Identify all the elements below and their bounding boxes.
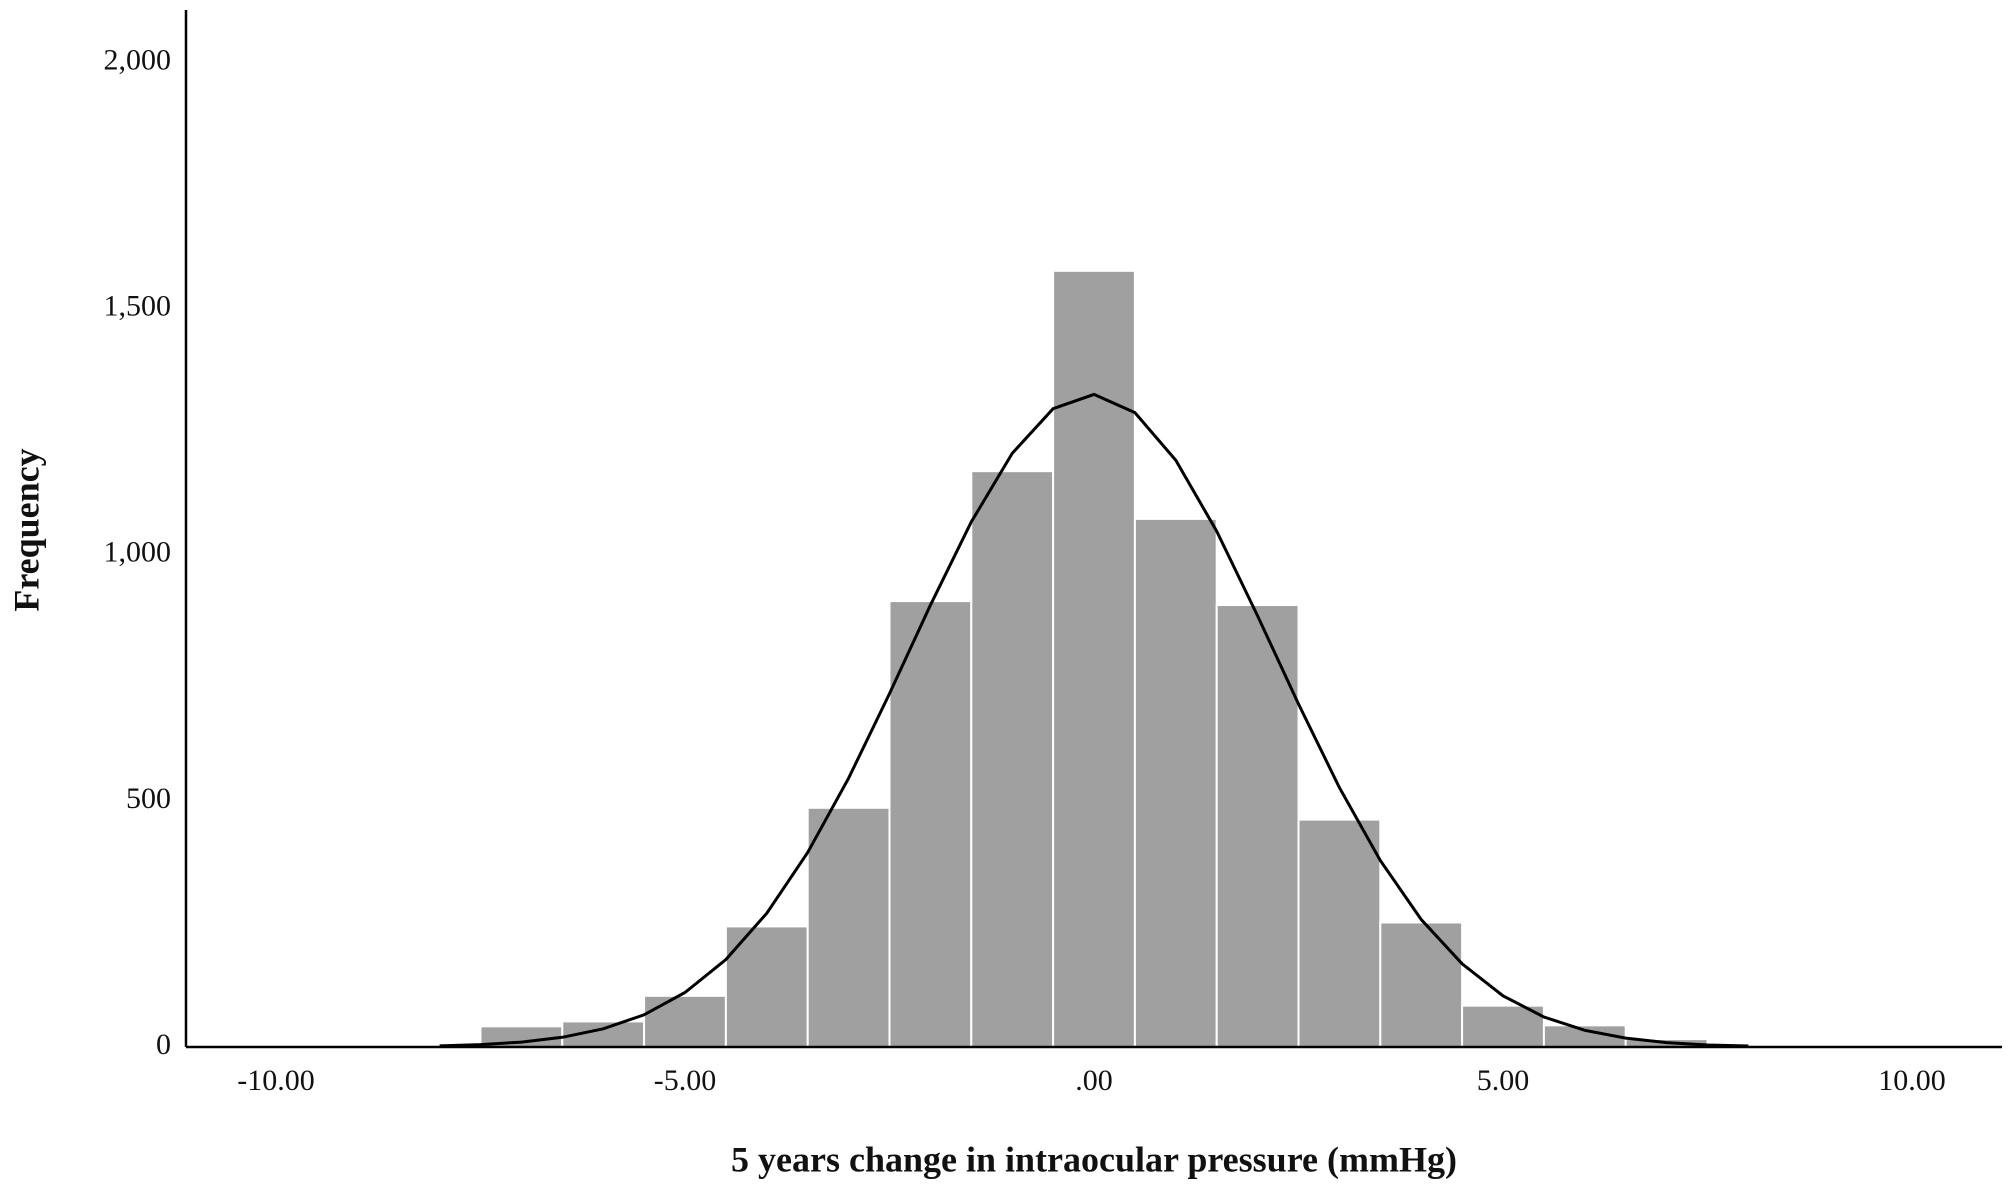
bar	[806, 806, 891, 1049]
bar	[888, 600, 973, 1048]
y-tick-label: 1,500	[104, 290, 172, 323]
x-tick-label: -10.00	[237, 1064, 315, 1097]
bar	[1133, 517, 1218, 1048]
bar	[970, 470, 1055, 1049]
normal-curve	[439, 392, 1749, 1048]
y-tick-label: 0	[156, 1028, 171, 1061]
x-axis-title: 5 years change in intraocular pressure (…	[731, 1139, 1457, 1179]
bar	[643, 994, 727, 1049]
x-tick-label: -5.00	[654, 1064, 717, 1097]
x-tick-label: .00	[1075, 1064, 1113, 1097]
y-tick-label: 2,000	[104, 44, 172, 77]
x-tick-label: 5.00	[1477, 1064, 1530, 1097]
bar	[1052, 269, 1136, 1048]
bar	[1297, 818, 1382, 1048]
bar	[1379, 921, 1464, 1049]
y-tick-label: 1,000	[104, 536, 172, 569]
y-axis-title: Frequency	[6, 448, 46, 611]
y-tick-label: 500	[126, 782, 171, 815]
bar	[1215, 604, 1300, 1048]
bar	[724, 925, 809, 1048]
x-tick-label: 10.00	[1878, 1064, 1946, 1097]
